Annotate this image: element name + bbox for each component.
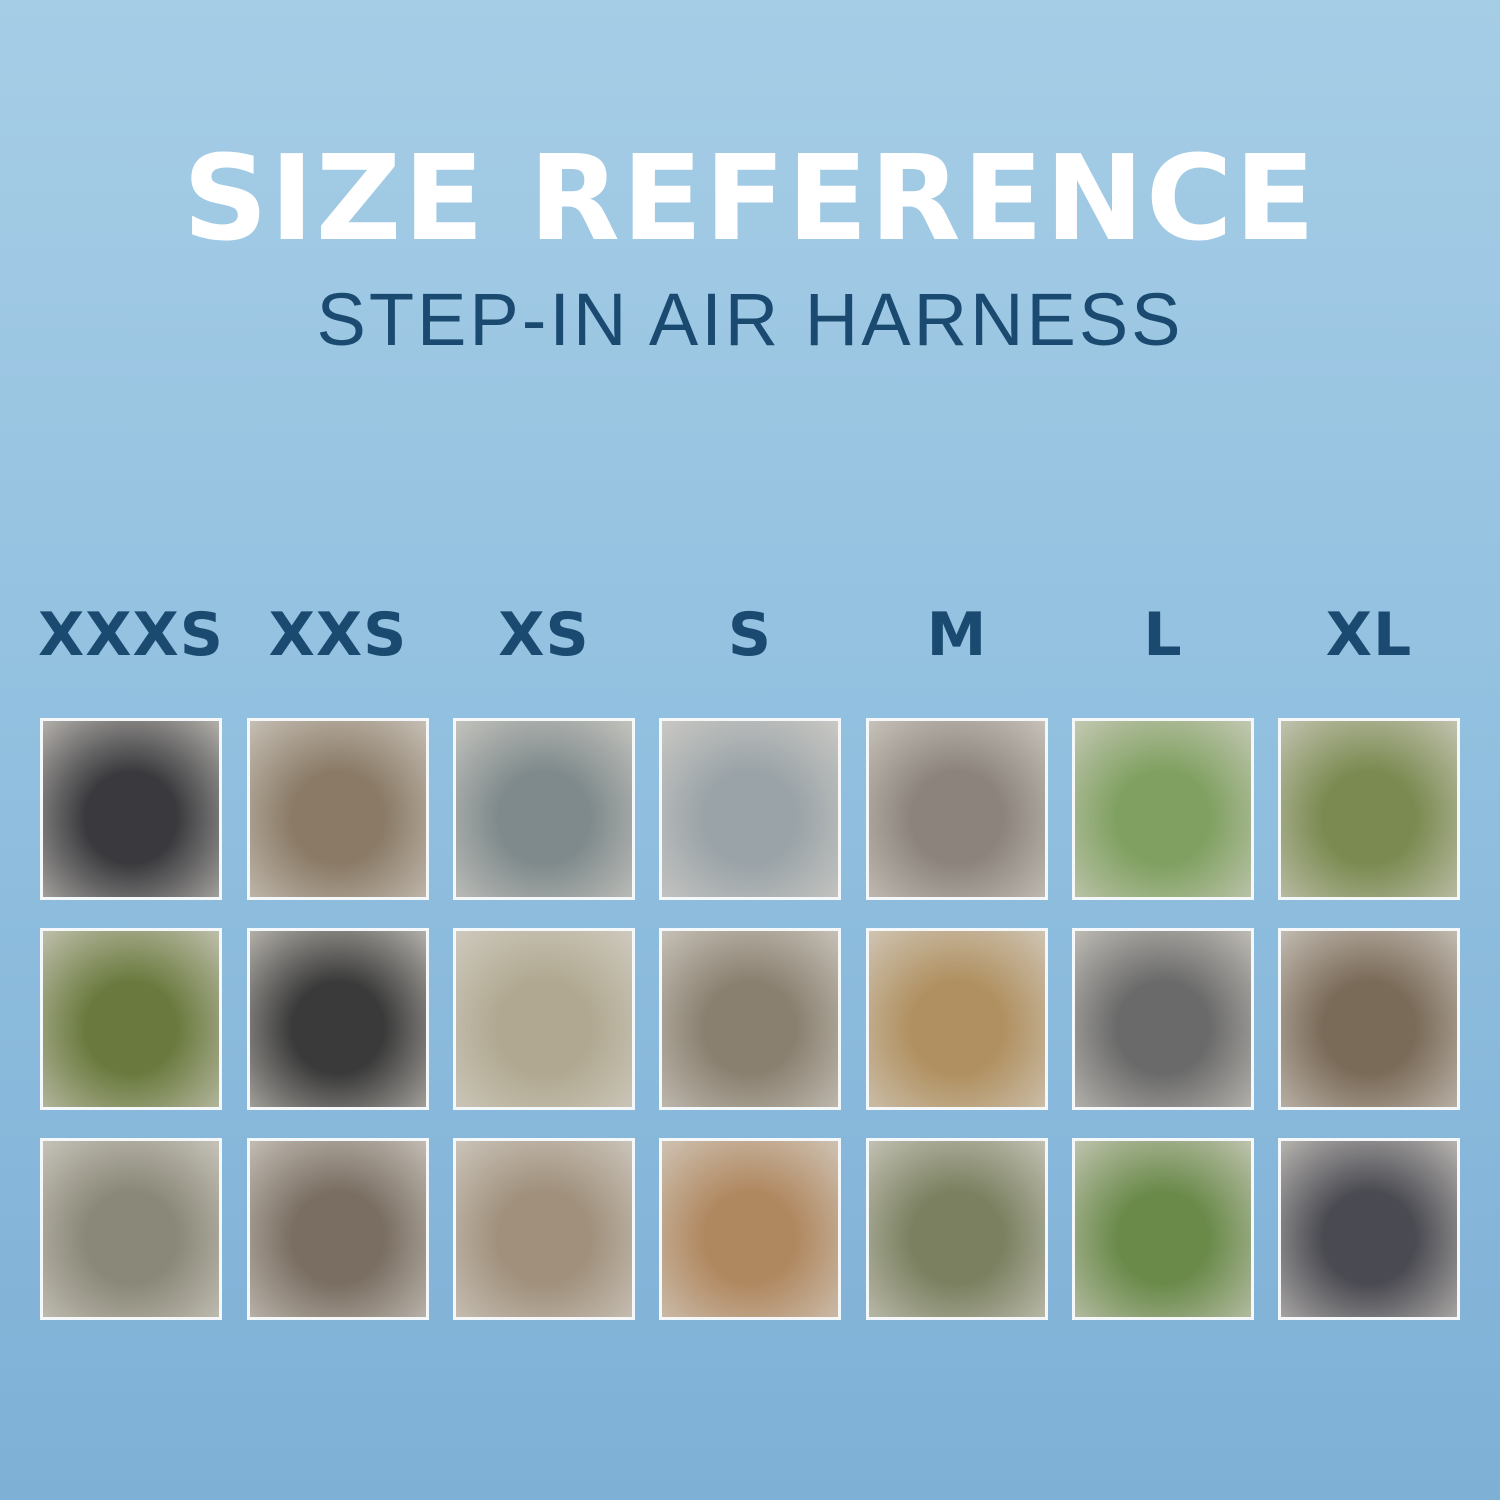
pet-photo xyxy=(1278,718,1460,900)
size-label-l: L xyxy=(1143,600,1183,670)
pet-photo xyxy=(40,1138,222,1320)
pet-photo xyxy=(453,718,635,900)
size-label-xxs: XXS xyxy=(268,600,408,670)
pet-photo xyxy=(1072,928,1254,1110)
size-label-xxxs: XXXS xyxy=(38,600,224,670)
size-label-xl: XL xyxy=(1325,600,1413,670)
page-subtitle: STEP-IN AIR HARNESS xyxy=(316,278,1184,361)
pet-photo xyxy=(1072,1138,1254,1320)
pet-photo xyxy=(866,1138,1048,1320)
pet-photo xyxy=(247,928,429,1110)
pet-photo xyxy=(1072,718,1254,900)
pet-photo xyxy=(866,718,1048,900)
page-title: SIZE REFERENCE xyxy=(182,129,1318,267)
size-label-m: M xyxy=(926,600,988,670)
pet-photo xyxy=(659,1138,841,1320)
pet-photo xyxy=(40,718,222,900)
pet-photo xyxy=(1278,928,1460,1110)
pet-photo xyxy=(247,718,429,900)
size-label-s: S xyxy=(727,600,773,670)
pet-photo xyxy=(247,1138,429,1320)
pet-photo xyxy=(659,928,841,1110)
pet-photo xyxy=(659,718,841,900)
size-label-xs: XS xyxy=(498,600,590,670)
pet-photo xyxy=(866,928,1048,1110)
pet-photo xyxy=(453,928,635,1110)
pet-photo xyxy=(453,1138,635,1320)
pet-photo xyxy=(1278,1138,1460,1320)
pet-photo xyxy=(40,928,222,1110)
